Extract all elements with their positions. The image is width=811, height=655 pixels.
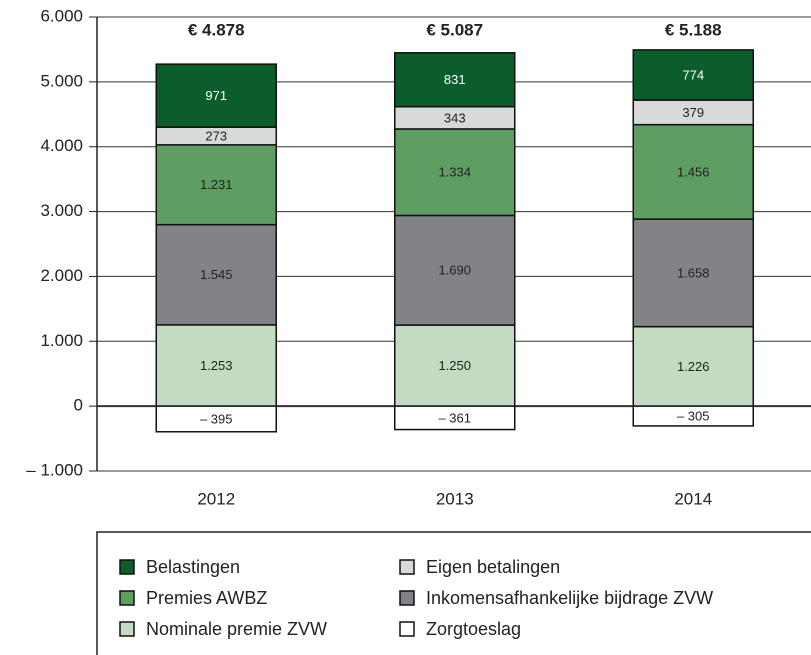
value-label: – 305: [677, 408, 710, 423]
value-label: 1.658: [677, 265, 710, 280]
bar-segment: [394, 214, 516, 326]
bar-segment: [632, 49, 754, 101]
y-tick-label: 2.000: [40, 266, 83, 285]
bar-segment: [394, 405, 516, 431]
legend-label: Premies AWBZ: [146, 588, 267, 608]
value-label: 1.456: [677, 164, 710, 179]
legend-label: Zorgtoeslag: [426, 619, 521, 639]
legend-swatch: [119, 621, 135, 637]
y-tick-label: 1.000: [40, 331, 83, 350]
value-label: 273: [205, 128, 227, 143]
y-tick-label: 5.000: [40, 71, 83, 90]
legend-label: Inkomensafhankelijke bijdrage ZVW: [426, 588, 713, 608]
value-label: – 361: [438, 410, 471, 425]
value-label: 1.690: [438, 263, 471, 278]
x-tick-label: 2014: [674, 489, 712, 508]
bar-segment: [155, 405, 277, 433]
value-label: 831: [444, 72, 466, 87]
bar-segment: [632, 218, 754, 328]
value-label: 379: [682, 105, 704, 120]
x-tick-label: 2013: [436, 489, 474, 508]
bar-segment: [155, 63, 277, 128]
value-label: 343: [444, 110, 466, 125]
legend-swatch: [399, 621, 415, 637]
y-tick-label: 6.000: [40, 6, 83, 25]
value-label: 1.231: [200, 177, 233, 192]
legend-label: Eigen betalingen: [426, 557, 560, 577]
total-label: € 5.087: [426, 20, 483, 39]
x-tick-label: 2012: [197, 489, 235, 508]
value-label: 1.226: [677, 359, 710, 374]
legend-label: Belastingen: [146, 557, 240, 577]
bar-segment: [155, 144, 277, 226]
total-label: € 5.188: [665, 20, 722, 39]
y-tick-label: 4.000: [40, 136, 83, 155]
legend-swatch: [399, 559, 415, 575]
value-label: 971: [205, 88, 227, 103]
y-tick-label: – 1.000: [26, 460, 83, 479]
value-label: 1.253: [200, 358, 233, 373]
value-label: – 395: [200, 411, 233, 426]
bar-segment: [155, 223, 277, 326]
value-label: 1.545: [200, 267, 233, 282]
legend-swatch: [119, 590, 135, 606]
legend-swatch: [119, 559, 135, 575]
bar-segment: [632, 405, 754, 427]
y-tick-label: 0: [74, 396, 83, 415]
bar-segment: [155, 324, 277, 407]
legend-label: Nominale premie ZVW: [146, 619, 327, 639]
bar-segment: [632, 123, 754, 220]
value-label: 774: [682, 67, 704, 82]
bar-segment: [632, 99, 754, 126]
bar-segment: [632, 325, 754, 407]
value-label: 1.334: [438, 165, 471, 180]
legend-swatch: [399, 590, 415, 606]
legend-box: [96, 531, 811, 655]
total-label: € 4.878: [188, 20, 245, 39]
bar-segment: [394, 52, 516, 108]
y-tick-label: 3.000: [40, 201, 83, 220]
bar-segment: [394, 128, 516, 217]
value-label: 1.250: [438, 358, 471, 373]
